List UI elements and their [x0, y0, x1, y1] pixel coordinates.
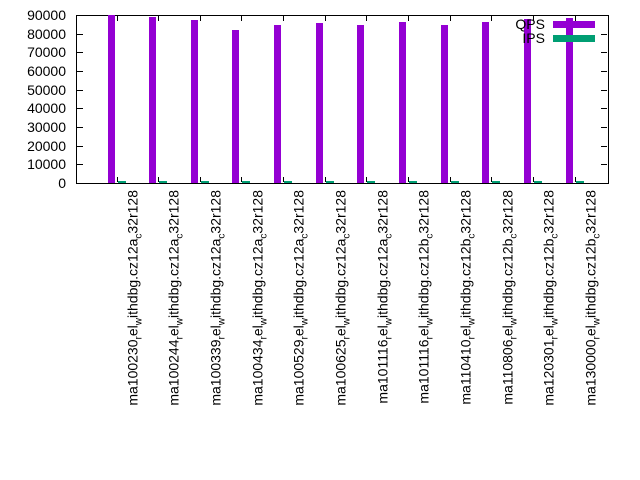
x-tick-mark-top — [449, 16, 451, 21]
y-tick-mark-right — [601, 71, 607, 72]
y-tick-mark-left — [77, 71, 83, 72]
legend-swatch-ips — [553, 34, 595, 42]
x-axis-label-text: ma101116relwithdbg.cz12bc32r128 — [415, 190, 436, 404]
x-tick-mark-bottom — [283, 177, 285, 182]
x-tick-mark-top — [491, 16, 493, 21]
y-tick-mark-left — [77, 89, 83, 91]
y-tick-mark-left — [77, 183, 83, 184]
x-axis-label-text: ma101116relwithdbg.cz12ac32r128 — [374, 190, 395, 404]
ips-bar — [450, 180, 459, 183]
legend-label-qps: QPS — [515, 16, 545, 32]
x-tick-mark-top — [324, 16, 326, 21]
ips-bar — [200, 180, 209, 183]
legend-swatch-qps — [553, 20, 595, 28]
y-tick-label: 0 — [58, 175, 66, 191]
y-tick-mark-right — [601, 52, 607, 54]
x-tick-mark-bottom — [116, 177, 118, 182]
y-tick-label: 30000 — [27, 119, 66, 135]
x-axis-label-text: ma100434relwithdbg.cz12ac32r128 — [249, 190, 270, 406]
y-tick-mark-right — [601, 183, 607, 184]
x-tick-mark-top — [366, 16, 368, 21]
x-tick-mark-top — [407, 16, 409, 21]
y-tick-label: 50000 — [27, 81, 66, 98]
y-tick-label: 80000 — [27, 25, 66, 42]
y-tick-mark-right — [601, 33, 607, 35]
ips-bar — [325, 180, 334, 183]
qps-bar — [149, 17, 157, 183]
y-tick-mark-left — [77, 127, 83, 128]
x-tick-mark-bottom — [324, 177, 326, 182]
x-axis-label-text: ma100339relwithdbg.cz12ac32r128 — [207, 190, 228, 406]
y-tick-label: 60000 — [27, 63, 66, 79]
y-tick-label: 20000 — [27, 137, 66, 154]
qps-bar — [482, 22, 490, 183]
x-tick-mark-bottom — [241, 177, 243, 182]
x-axis-label-text: ma120301relwithdbg.cz12bc32r128 — [540, 190, 561, 406]
qps-bar — [357, 24, 365, 183]
ips-bar — [159, 180, 168, 183]
x-axis-label-text: ma110806relwithdbg.cz12bc32r128 — [499, 190, 520, 405]
qps-bar — [440, 24, 448, 183]
x-tick-mark-bottom — [366, 177, 368, 182]
ips-bar — [533, 180, 542, 183]
x-tick-mark-top — [199, 16, 201, 21]
legend-item-qps: QPS — [515, 17, 595, 31]
x-tick-mark-bottom — [532, 177, 534, 182]
x-tick-mark-bottom — [158, 177, 160, 182]
ips-bar — [284, 180, 293, 183]
x-tick-mark-bottom — [574, 177, 576, 182]
y-tick-mark-right — [601, 89, 607, 91]
y-tick-mark-right — [601, 164, 607, 166]
y-tick-mark-right — [601, 127, 607, 128]
x-tick-mark-bottom — [491, 177, 493, 182]
qps-bar — [565, 17, 573, 183]
ips-bar — [367, 180, 376, 183]
y-tick-label: 40000 — [27, 100, 66, 117]
y-tick-mark-right — [601, 15, 607, 16]
x-axis-label-text: ma130000relwithdbg.cz12bc32r128 — [582, 190, 603, 406]
ips-bar — [117, 180, 126, 183]
ips-bar — [242, 180, 251, 183]
legend-item-ips: IPS — [515, 31, 595, 45]
y-tick-mark-left — [77, 145, 83, 147]
ips-bar — [492, 180, 501, 183]
qps-bar — [274, 24, 282, 183]
qps-bar — [315, 23, 323, 183]
x-tick-mark-top — [158, 16, 160, 21]
y-tick-label: 90000 — [27, 7, 66, 23]
qps-bar — [107, 15, 115, 183]
x-tick-mark-bottom — [449, 177, 451, 182]
x-tick-mark-top — [532, 16, 534, 21]
qps-bar — [398, 22, 406, 183]
y-tick-mark-right — [601, 108, 607, 110]
qps-bar — [232, 29, 240, 183]
x-axis-label-text: ma110410relwithdbg.cz12bc32r128 — [457, 190, 478, 405]
ips-bar — [408, 180, 417, 183]
x-axis-label-text: ma100230relwithdbg.cz12ac32r128 — [124, 190, 145, 406]
x-tick-mark-top — [241, 16, 243, 21]
x-axis-label-text: ma100625relwithdbg.cz12ac32r128 — [332, 190, 353, 406]
qps-bar — [523, 19, 531, 183]
y-tick-mark-left — [77, 15, 83, 16]
plot-area — [76, 15, 609, 184]
legend-label-ips: IPS — [522, 30, 545, 46]
x-axis-label-text: ma100529relwithdbg.cz12ac32r128 — [291, 190, 311, 406]
x-tick-mark-top — [574, 16, 576, 21]
y-tick-mark-left — [77, 33, 83, 35]
y-tick-mark-left — [77, 164, 83, 166]
qps-bar — [190, 20, 198, 183]
y-tick-label: 70000 — [27, 44, 66, 61]
legend: QPS IPS — [515, 17, 595, 45]
x-tick-mark-top — [116, 16, 118, 21]
y-tick-label: 10000 — [27, 156, 66, 173]
x-tick-mark-bottom — [199, 177, 201, 182]
y-tick-mark-right — [601, 145, 607, 147]
x-axis-label-text: ma100244relwithdbg.cz12ac32r128 — [166, 190, 186, 406]
x-tick-mark-bottom — [407, 177, 409, 182]
ips-bar — [575, 180, 584, 183]
y-tick-mark-left — [77, 52, 83, 54]
y-tick-mark-left — [77, 108, 83, 110]
x-tick-mark-top — [283, 16, 285, 21]
